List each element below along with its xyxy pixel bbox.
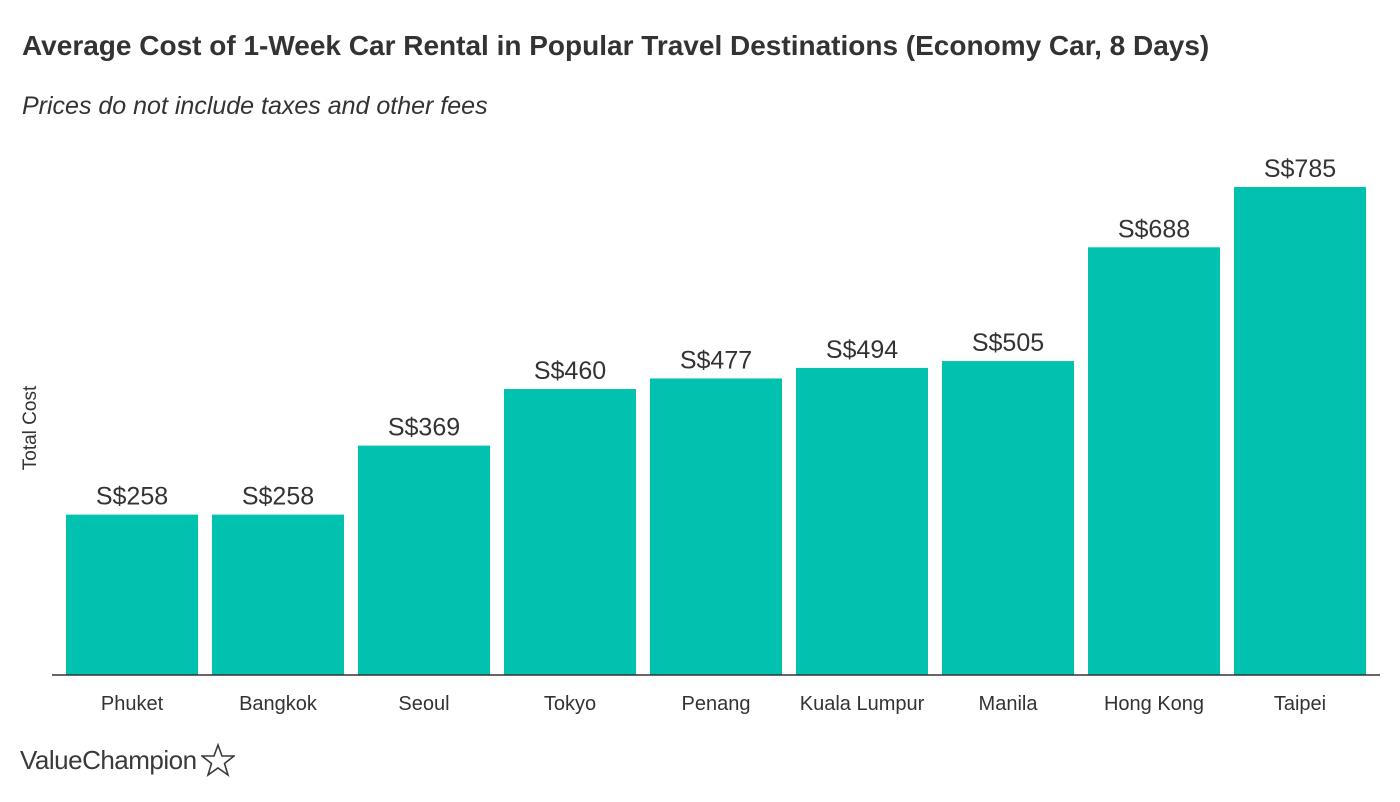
category-labels-group: Phuket Bangkok Seoul Tokyo Penang Kuala Lumpu…: [101, 693, 1326, 715]
bar-manila: [942, 361, 1074, 675]
bar-chart: S$258 S$258 S$369 S$460 S$477 S$494 S$505 S$688…: [20, 155, 1380, 715]
bar-tokyo: [504, 389, 636, 675]
y-axis-label: Total Cost: [20, 385, 41, 470]
bar-penang: [650, 378, 782, 675]
value-label-kuala-lumpur: S$494: [826, 336, 898, 364]
value-label-seoul: S$369: [388, 414, 460, 442]
category-label-seoul: Seoul: [398, 693, 449, 715]
value-label-penang: S$477: [680, 346, 752, 374]
bar-taipei: [1234, 187, 1366, 675]
star-outline-icon: [200, 743, 235, 777]
category-label-tokyo: Tokyo: [544, 693, 596, 715]
bar-hong-kong: [1088, 247, 1220, 675]
category-label-hong-kong: Hong Kong: [1104, 693, 1204, 715]
value-label-taipei: S$785: [1264, 155, 1336, 183]
category-label-manila: Manila: [979, 693, 1039, 715]
bar-phuket: [66, 514, 198, 675]
bar-bangkok: [212, 514, 344, 675]
value-label-manila: S$505: [972, 329, 1044, 357]
bar-seoul: [358, 445, 490, 675]
value-labels-group: S$258 S$258 S$369 S$460 S$477 S$494 S$505 S$688…: [96, 155, 1336, 511]
value-label-phuket: S$258: [96, 483, 168, 511]
category-label-penang: Penang: [682, 693, 751, 715]
brand-logo: ValueChampion: [20, 740, 235, 780]
chart-subtitle: Prices do not include taxes and other fe…: [22, 92, 488, 120]
category-label-taipei: Taipei: [1274, 693, 1326, 715]
value-label-tokyo: S$460: [534, 357, 606, 385]
category-label-bangkok: Bangkok: [239, 693, 318, 715]
value-label-hong-kong: S$688: [1118, 215, 1190, 243]
category-label-phuket: Phuket: [101, 693, 164, 715]
bar-kuala-lumpur: [796, 367, 928, 675]
brand-logo-text: ValueChampion: [20, 744, 197, 775]
category-label-kuala-lumpur: Kuala Lumpur: [800, 693, 925, 715]
bars-group: [66, 187, 1366, 675]
chart-title: Average Cost of 1-Week Car Rental in Pop…: [22, 30, 1210, 61]
value-label-bangkok: S$258: [242, 483, 314, 511]
